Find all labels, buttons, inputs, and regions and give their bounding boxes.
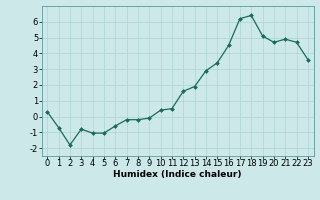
X-axis label: Humidex (Indice chaleur): Humidex (Indice chaleur)	[113, 170, 242, 179]
